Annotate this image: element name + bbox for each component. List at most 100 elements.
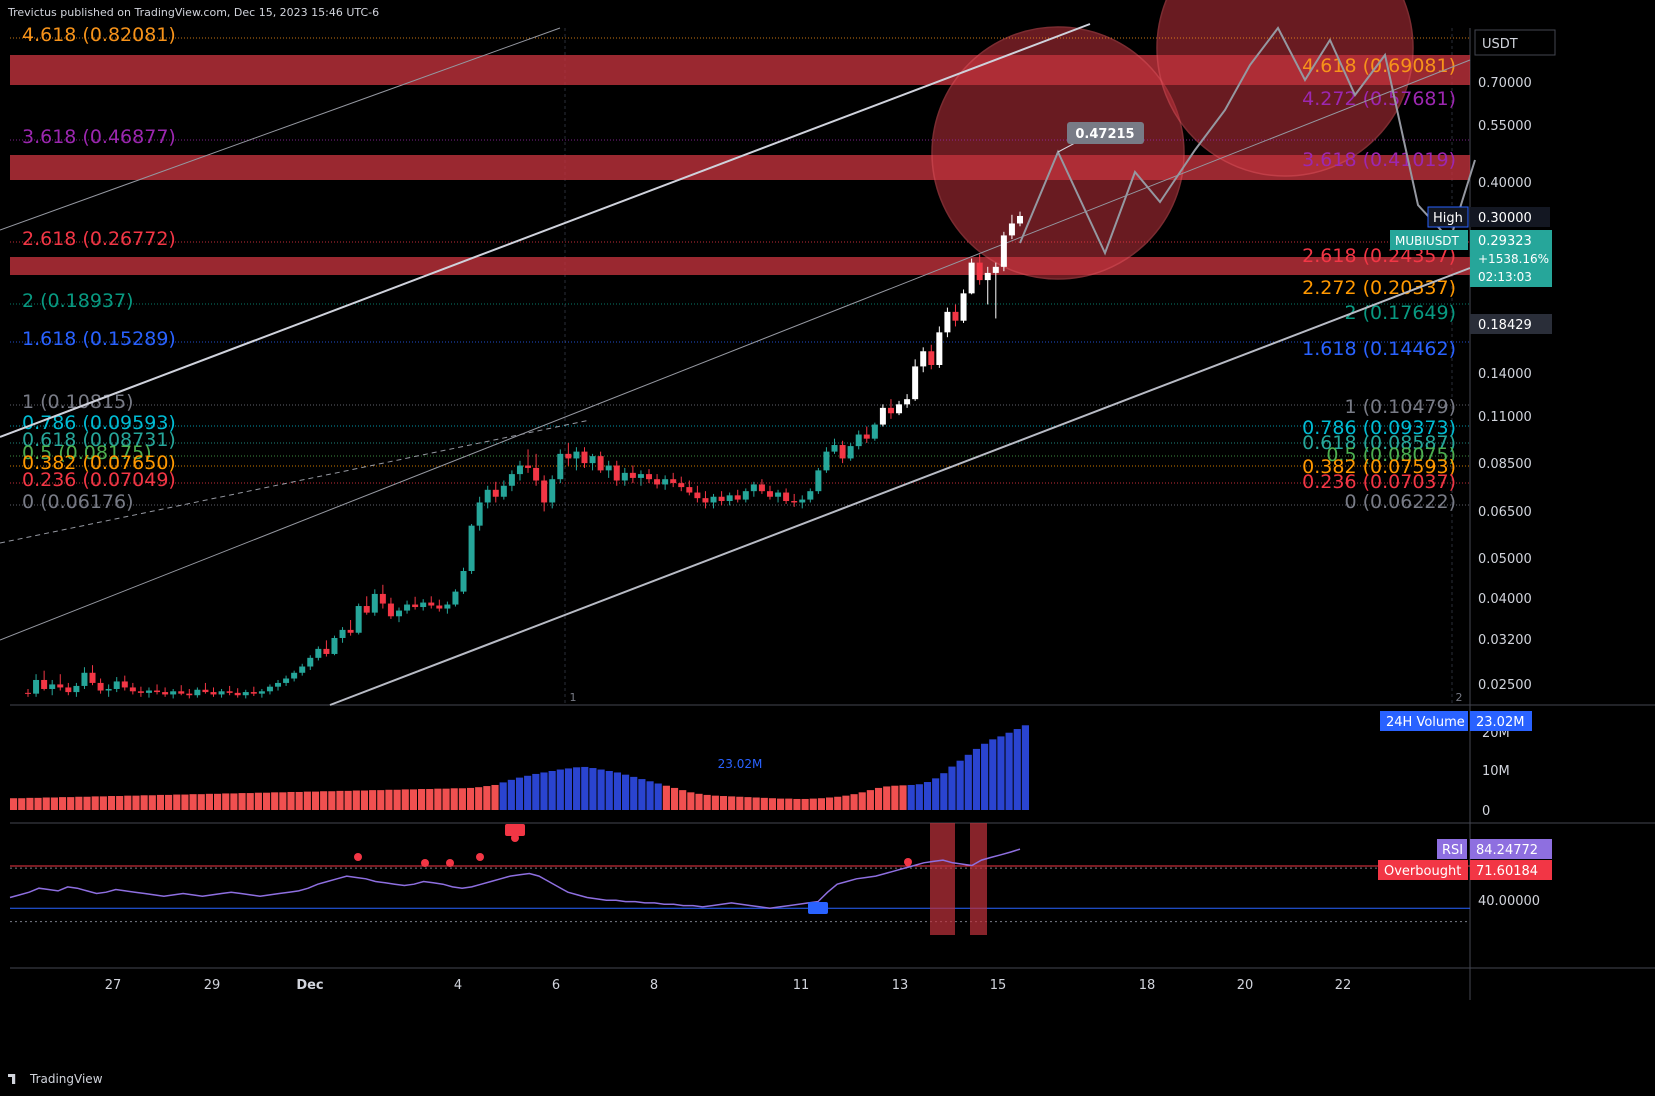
tradingview-brand: TradingView: [30, 1072, 103, 1086]
volume-bar: [932, 778, 940, 810]
candle-body: [718, 496, 725, 502]
last-price-box: [1470, 230, 1552, 287]
channel-lower: [329, 267, 1471, 706]
candle-body: [347, 629, 354, 633]
candle-body: [976, 262, 983, 281]
rsi-sell-marker: [505, 824, 525, 836]
fib-left-label: 0.5 (0.08175): [22, 442, 152, 464]
candle-body: [621, 472, 628, 481]
rsi-buy-marker: [808, 902, 828, 914]
volume-bar: [1005, 732, 1013, 810]
candle-body: [428, 602, 435, 606]
volume-bar: [597, 769, 605, 810]
volume-bar: [377, 790, 385, 810]
published-caption: Trevictus published on TradingView.com, …: [8, 6, 380, 19]
volume-bar: [524, 775, 532, 810]
candle-body: [508, 474, 515, 486]
volume-bar: [140, 795, 148, 810]
volume-bar: [858, 792, 866, 810]
candle-body: [89, 672, 96, 683]
price-tick: 0.70000: [1478, 76, 1532, 91]
volume-bar: [744, 797, 752, 810]
volume-label-box: [1380, 711, 1468, 731]
volume-bar: [385, 789, 393, 810]
candle-body: [412, 604, 419, 608]
high-value-text: 0.30000: [1478, 211, 1532, 226]
fib-left-label: 0.618 (0.08731): [22, 429, 176, 451]
overbought-value-text: 71.60184: [1476, 864, 1538, 879]
candle-body: [226, 691, 233, 693]
tradingview-footer[interactable]: TradingView: [8, 1072, 103, 1086]
volume-bar: [1013, 729, 1021, 810]
candle-body: [323, 648, 330, 654]
volume-bar: [287, 791, 295, 810]
volume-bar: [214, 793, 222, 810]
candle-body: [395, 610, 402, 617]
volume-bar: [695, 793, 703, 810]
symbol-text: MUBIUSDT: [1395, 234, 1460, 248]
candle-body: [944, 311, 951, 333]
candle-body: [186, 693, 193, 696]
rsi-value-text: 84.24772: [1476, 843, 1538, 858]
level-marker-box: [1470, 314, 1552, 334]
volume-bar: [279, 792, 287, 810]
volume-bar: [777, 798, 785, 810]
volume-value-box: [1470, 711, 1532, 731]
volume-bar: [189, 794, 197, 810]
candle-body: [500, 485, 507, 497]
candle-body: [855, 434, 862, 447]
candle-body: [234, 692, 241, 696]
candle-body: [775, 492, 782, 497]
volume-bar: [458, 788, 466, 810]
candle-body: [863, 434, 870, 439]
candle-body: [81, 672, 88, 686]
candle-body: [766, 491, 773, 497]
volume-bar: [515, 777, 524, 810]
rsi-signal-dot: [421, 859, 429, 867]
volume-bar: [654, 783, 662, 810]
candle-body: [686, 487, 693, 493]
volume-bar: [42, 797, 50, 810]
volume-bar: [352, 790, 360, 810]
volume-bar: [197, 794, 205, 810]
volume-bar: [491, 784, 499, 810]
price-tick: 0.05000: [1478, 552, 1532, 567]
volume-bar: [238, 793, 246, 810]
fib-zones: [10, 0, 1470, 280]
volume-bar: [50, 797, 58, 810]
volume-bar: [874, 787, 883, 810]
price-tick: 0.55000: [1478, 119, 1532, 134]
volume-bar: [948, 766, 956, 810]
volume-bar: [817, 798, 825, 810]
volume-bar: [393, 789, 401, 810]
fib-right-label: 0.786 (0.09373): [1302, 417, 1456, 439]
candle-body: [831, 445, 838, 452]
candle-body: [613, 465, 620, 481]
volume-bar: [540, 772, 548, 810]
overbought-value-box: [1470, 860, 1552, 880]
volume-bar: [899, 785, 907, 810]
volume-bar: [793, 798, 801, 810]
candle-body: [33, 679, 40, 694]
volume-bar: [58, 797, 67, 810]
volume-bar: [622, 774, 630, 810]
candle-body: [105, 688, 112, 691]
candle-body: [581, 451, 588, 464]
candle-body: [404, 604, 411, 611]
volume-bar: [336, 790, 344, 810]
candle-body: [315, 648, 322, 658]
candle-body: [541, 480, 548, 503]
candle-body: [121, 681, 128, 688]
time-tick: 27: [105, 978, 122, 993]
candle-body: [178, 691, 185, 694]
fib-left-label: 0 (0.06176): [22, 491, 134, 513]
candle-body: [363, 606, 370, 613]
fib-left-label: 3.618 (0.46877): [22, 126, 176, 148]
trend-channel: [0, 23, 1471, 706]
rsi-value-box: [1470, 839, 1552, 859]
time-tick: 15: [990, 978, 1007, 993]
volume-bar: [181, 794, 189, 810]
change-text: +1538.16%: [1478, 252, 1549, 266]
candle-body: [145, 690, 152, 693]
